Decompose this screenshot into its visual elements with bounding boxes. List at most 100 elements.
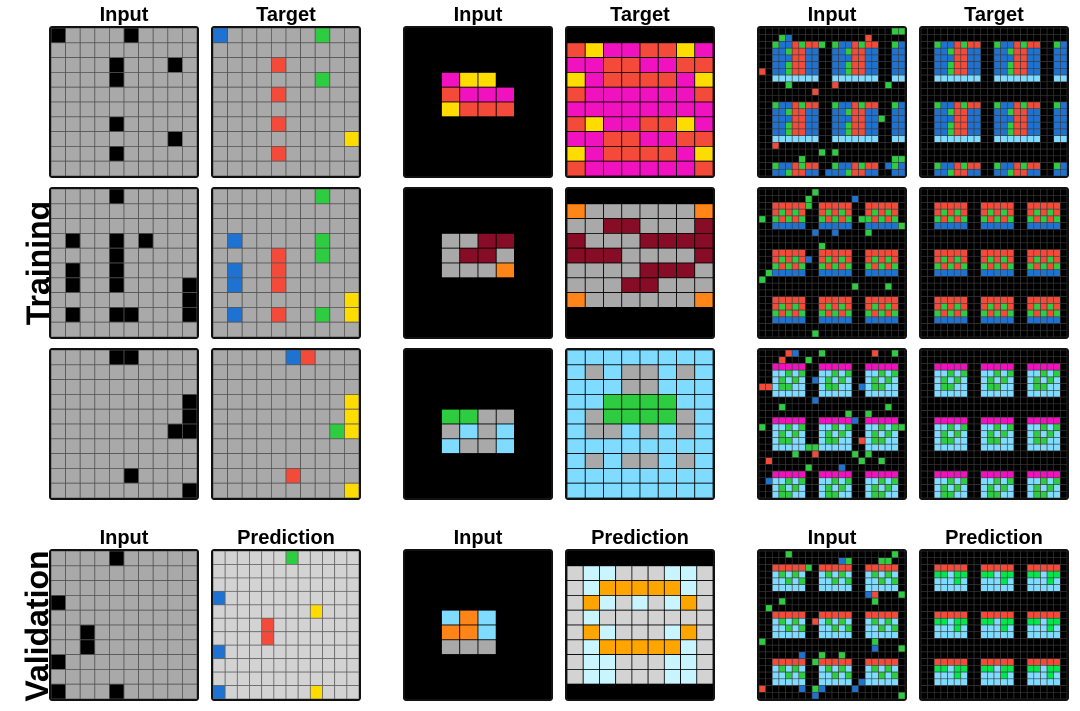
grid-cell (825, 101, 833, 110)
grid-cell (878, 369, 886, 378)
grid-cell (1013, 195, 1021, 203)
grid-cell (167, 277, 183, 294)
grid-cell (65, 321, 81, 337)
grid-cell (980, 202, 988, 210)
grid-cell (864, 430, 873, 438)
grid-cell (1013, 47, 1021, 56)
grid-cell (891, 74, 899, 83)
grid-cell (582, 624, 600, 641)
grid-cell (891, 202, 899, 210)
grid-cell (884, 142, 893, 150)
grid-cell (1046, 477, 1055, 485)
grid-cell (811, 155, 820, 163)
grid-cell (858, 685, 866, 693)
grid-cell (123, 28, 140, 44)
grid-cell (884, 208, 893, 217)
grid-cell (1000, 490, 1008, 498)
grid-cell (921, 316, 928, 324)
grid-cell (1060, 222, 1067, 230)
grid-cell (947, 464, 955, 472)
grid-cell (778, 54, 786, 62)
grid-cell (532, 72, 551, 88)
grid-cell (798, 249, 806, 257)
grid-cell (676, 146, 696, 162)
grid-cell (459, 565, 479, 582)
grid-cell (871, 430, 879, 438)
grid-cell (864, 396, 873, 405)
grid-cell (858, 644, 866, 653)
grid-cell (851, 678, 859, 686)
grid-cell (405, 101, 424, 118)
grid-cell (818, 249, 826, 257)
grid-cell (1040, 564, 1048, 572)
grid-cell (765, 242, 773, 250)
grid-cell (694, 394, 713, 410)
grid-cell (261, 617, 275, 633)
grid-cell (825, 457, 833, 465)
grid-cell (422, 160, 442, 176)
grid-cell (495, 639, 515, 656)
grid-cell (858, 638, 866, 646)
grid-cell (871, 195, 879, 203)
grid-cell (818, 490, 826, 498)
grid-cell (771, 557, 780, 565)
grid-cell (884, 128, 893, 136)
grid-cell (680, 565, 698, 582)
grid-cell (123, 218, 140, 234)
grid-cell (65, 565, 81, 582)
grid-cell (805, 128, 813, 136)
grid-cell (1006, 316, 1015, 324)
grid-cell (1033, 564, 1041, 572)
grid-cell (884, 242, 893, 250)
grid-cell (1006, 195, 1015, 203)
grid-cell (676, 364, 696, 381)
grid-cell (314, 146, 331, 162)
grid-cell (921, 464, 928, 472)
grid-cell (987, 437, 995, 445)
grid-cell (864, 249, 873, 257)
grid-cell (227, 277, 243, 294)
grid-cell (1040, 189, 1048, 197)
grid-cell (778, 644, 786, 653)
grid-cell (898, 584, 905, 592)
grid-cell (858, 457, 866, 465)
grid-cell (838, 276, 846, 284)
grid-cell (1020, 101, 1028, 110)
grid-cell (1040, 235, 1048, 244)
grid-cell (603, 423, 623, 440)
grid-cell (1026, 255, 1035, 264)
grid-cell (405, 350, 424, 366)
grid-cell (891, 691, 899, 699)
grid-cell (878, 255, 886, 264)
grid-cell (1060, 396, 1067, 405)
grid-cell (878, 631, 886, 639)
grid-cell (1026, 484, 1035, 492)
grid-cell (1046, 551, 1055, 559)
grid-cell (927, 94, 935, 103)
grid-cell (422, 321, 442, 337)
grid-cell (584, 86, 604, 103)
grid-cell (993, 222, 1001, 230)
grid-cell (1033, 61, 1041, 69)
grid-cell (1020, 195, 1028, 203)
grid-cell (1060, 61, 1067, 69)
grid-cell (785, 309, 793, 318)
grid-cell (831, 557, 839, 565)
grid-cell (1060, 323, 1067, 331)
grid-cell (993, 323, 1001, 331)
grid-cell (805, 249, 813, 257)
grid-cell (514, 669, 534, 685)
grid-cell (973, 376, 982, 384)
grid-cell (864, 296, 873, 304)
grid-cell (993, 570, 1001, 579)
grid-cell (657, 131, 677, 147)
task1-train1-input (49, 26, 199, 178)
grid-cell (603, 131, 623, 147)
grid-cell (927, 390, 935, 398)
grid-cell (778, 61, 786, 69)
grid-cell (798, 135, 806, 143)
grid-cell (838, 148, 846, 157)
grid-cell (329, 146, 345, 162)
grid-cell (300, 379, 316, 395)
grid-cell (1060, 464, 1067, 472)
